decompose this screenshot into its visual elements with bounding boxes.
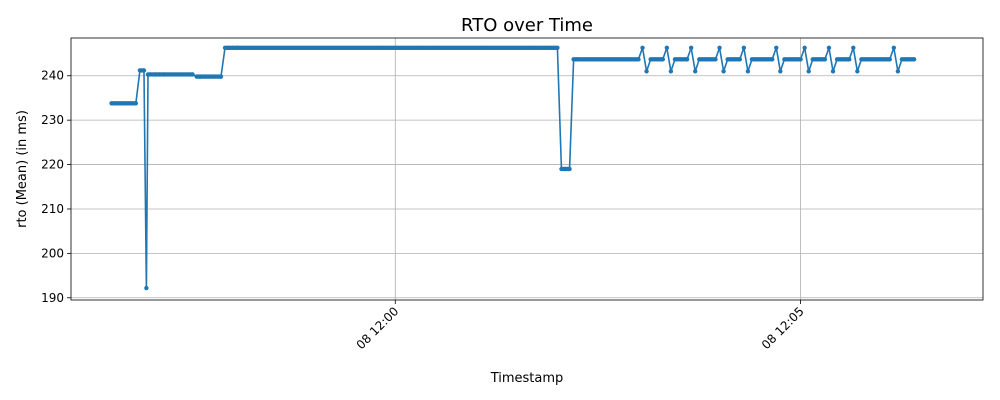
data-point — [822, 57, 828, 62]
y-tick-label: 220 — [41, 158, 64, 172]
series-line — [109, 45, 917, 291]
data-point — [774, 45, 779, 50]
data-point — [688, 45, 694, 50]
data-point — [717, 45, 722, 50]
data-point — [806, 69, 811, 74]
data-point — [778, 69, 783, 74]
x-tick-label: 08 12:00 — [354, 304, 402, 352]
data-point — [664, 45, 670, 50]
data-point — [770, 57, 775, 62]
data-point — [887, 57, 892, 62]
data-point — [895, 69, 901, 74]
data-point — [644, 69, 649, 74]
data-point — [133, 101, 139, 106]
data-point — [741, 45, 747, 50]
data-point — [141, 68, 147, 73]
y-tick-label: 240 — [41, 69, 64, 83]
y-axis-label: rto (Mean) (in ms) — [15, 110, 30, 228]
data-point — [190, 72, 195, 77]
data-point — [713, 57, 718, 62]
data-point — [798, 57, 803, 62]
data-point — [830, 69, 836, 74]
data-point — [855, 69, 860, 74]
plot-frame — [70, 37, 984, 301]
axis-ticks: 190 200 210 220 230 240 08 12:00 08 12:05 — [41, 69, 807, 352]
chart-title: RTO over Time — [461, 15, 593, 36]
y-tick-label: 200 — [41, 246, 64, 260]
x-tick-label: 08 12:05 — [759, 304, 807, 352]
data-point — [693, 69, 698, 74]
data-point — [218, 74, 224, 79]
y-tick-label: 230 — [41, 113, 64, 127]
data-point — [891, 45, 897, 50]
data-point — [668, 69, 674, 74]
grid-lines — [71, 38, 983, 300]
y-tick-label: 190 — [41, 291, 64, 305]
data-point — [636, 57, 641, 62]
data-point — [567, 166, 572, 172]
data-point — [684, 57, 690, 62]
data-point — [911, 57, 917, 62]
x-axis-label: Timestamp — [490, 371, 564, 386]
data-point — [721, 69, 726, 74]
data-point — [745, 69, 751, 74]
series-path — [111, 46, 915, 289]
data-point — [660, 57, 665, 62]
data-point — [555, 45, 560, 50]
data-point — [640, 45, 645, 50]
data-point — [144, 285, 149, 291]
data-point — [851, 45, 856, 50]
y-tick-label: 210 — [41, 202, 64, 216]
data-point — [826, 45, 832, 50]
data-point — [847, 57, 852, 62]
data-point — [737, 57, 742, 62]
data-point — [802, 45, 807, 50]
